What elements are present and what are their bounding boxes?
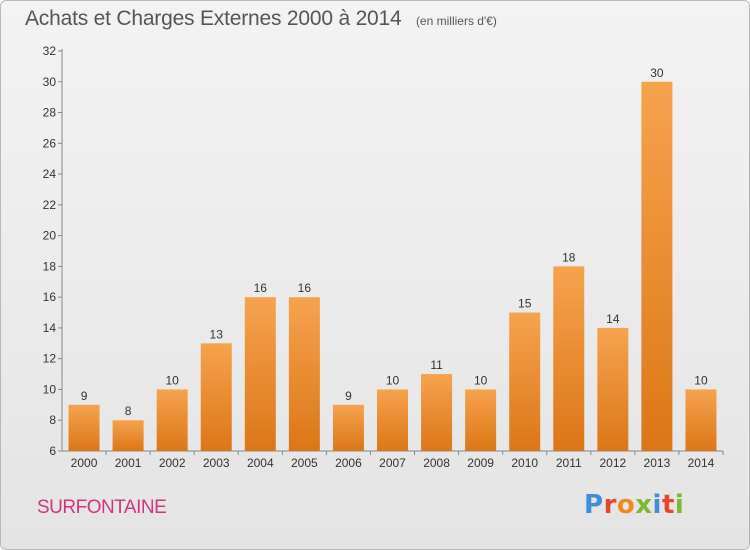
data-label-2012: 14 <box>606 312 620 326</box>
data-label-2001: 8 <box>125 404 132 418</box>
bar-2013 <box>641 81 673 452</box>
y-tick-label: 26 <box>43 136 57 150</box>
y-axis: 6 8 10 12 14 16 18 20 22 24 26 28 30 32 <box>43 44 63 458</box>
commune-name: SURFONTAINE <box>37 497 167 518</box>
x-tick-label-2012: 2012 <box>599 456 626 470</box>
bar-2001 <box>112 420 144 451</box>
logo-letter: r <box>603 490 617 520</box>
data-label-2014: 10 <box>694 373 708 387</box>
y-tick-label: 22 <box>43 198 57 212</box>
bar-2014 <box>685 389 717 451</box>
data-label-2008: 11 <box>430 358 443 372</box>
x-tick-label-2003: 2003 <box>203 456 230 470</box>
y-tick-label: 20 <box>43 229 57 243</box>
x-tick-label-2006: 2006 <box>335 456 362 470</box>
y-tick-label: 18 <box>43 259 57 273</box>
data-label-2011: 18 <box>562 250 576 264</box>
data-labels: 9 8 10 13 16 16 9 10 11 10 15 18 14 30 10 <box>81 66 708 418</box>
x-tick-label-2008: 2008 <box>423 456 450 470</box>
bar-2003 <box>200 343 232 451</box>
logo-letter: i <box>652 490 662 520</box>
bar-2000 <box>68 404 100 451</box>
y-tick-label: 28 <box>43 106 57 120</box>
bar-2006 <box>332 404 364 451</box>
y-tick-label: 24 <box>43 167 57 181</box>
logo-letter: i <box>674 490 685 520</box>
title-block: Achats et Charges Externes 2000 à 2014 (… <box>25 7 497 31</box>
y-tick-label: 6 <box>49 444 56 458</box>
y-tick-label: 30 <box>43 75 57 89</box>
x-axis: 2000 2001 2002 2003 2004 2005 2006 2007 2008 2009… <box>62 450 724 470</box>
data-label-2000: 9 <box>81 389 88 403</box>
y-tick-label: 14 <box>43 321 57 335</box>
x-tick-label-2010: 2010 <box>511 456 538 470</box>
x-tick-label-2011: 2011 <box>556 456 582 470</box>
bar-2004 <box>244 297 276 451</box>
bar-2012 <box>597 327 629 451</box>
data-label-2004: 16 <box>254 281 268 295</box>
x-tick-label-2002: 2002 <box>159 456 186 470</box>
y-tick-label: 8 <box>49 413 56 427</box>
x-tick-label-2004: 2004 <box>247 456 274 470</box>
data-label-2009: 10 <box>474 373 488 387</box>
x-tick-label-2007: 2007 <box>379 456 406 470</box>
x-tick-label-2005: 2005 <box>291 456 318 470</box>
logo-letter: t <box>661 490 675 520</box>
x-tick-label-2014: 2014 <box>688 456 715 470</box>
data-label-2013: 30 <box>650 66 664 80</box>
y-tick-label: 12 <box>43 352 57 366</box>
y-tick-label: 16 <box>43 290 57 304</box>
bar-2002 <box>156 389 188 451</box>
proxiti-logo[interactable]: Proxiti <box>584 490 684 520</box>
logo-letter: o <box>616 490 636 520</box>
y-tick-label: 10 <box>43 382 57 396</box>
data-label-2003: 13 <box>210 327 224 341</box>
y-tick-label: 32 <box>43 44 57 58</box>
data-label-2010: 15 <box>518 297 532 311</box>
x-tick-label-2000: 2000 <box>71 456 98 470</box>
data-label-2006: 9 <box>345 389 352 403</box>
data-label-2002: 10 <box>165 373 179 387</box>
bar-2007 <box>377 389 408 451</box>
bar-2008 <box>421 374 453 451</box>
bar-2005 <box>288 297 320 451</box>
x-tick-label-2001: 2001 <box>115 456 142 470</box>
bars <box>68 81 717 452</box>
logo-letter: P <box>584 490 604 520</box>
x-tick-label-2009: 2009 <box>467 456 494 470</box>
bar-2011 <box>553 266 585 451</box>
x-tick-label-2013: 2013 <box>644 456 671 470</box>
bar-2010 <box>509 312 541 451</box>
chart-title: Achats et Charges Externes 2000 à 2014 <box>25 7 402 30</box>
bar-2009 <box>465 389 497 451</box>
data-label-2005: 16 <box>298 281 312 295</box>
logo-letter: x <box>635 490 653 520</box>
chart-unit: (en milliers d'€) <box>415 14 497 28</box>
data-label-2007: 10 <box>386 373 400 387</box>
